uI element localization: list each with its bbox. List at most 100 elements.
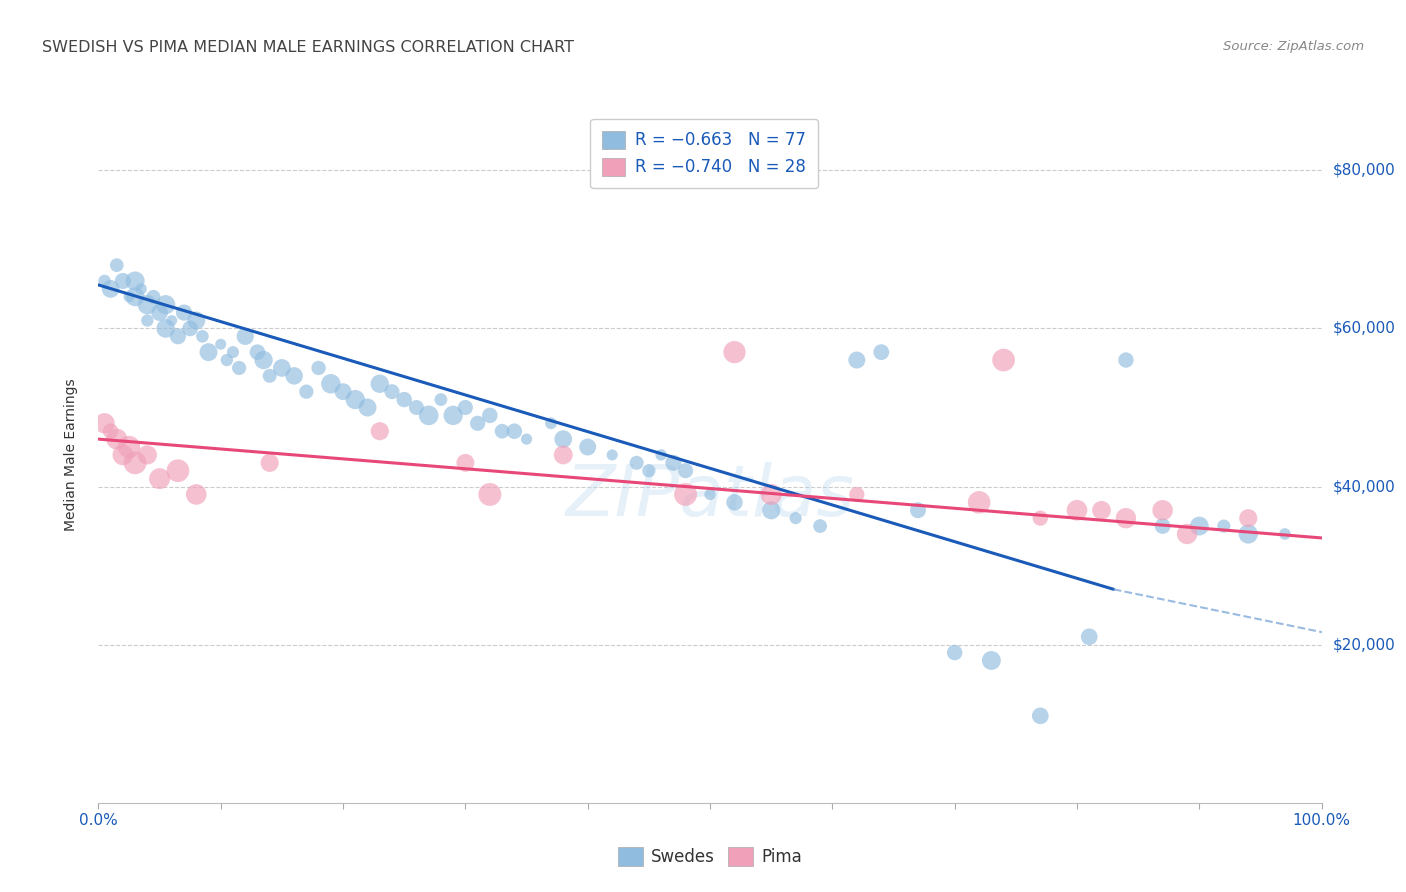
Point <box>980 653 1002 667</box>
Point <box>993 353 1015 368</box>
Point <box>136 448 159 462</box>
Text: $40,000: $40,000 <box>1333 479 1396 494</box>
Text: $60,000: $60,000 <box>1333 321 1396 336</box>
Point <box>100 282 122 296</box>
Point <box>252 353 274 368</box>
Point <box>136 298 159 312</box>
Point <box>356 401 378 415</box>
Point <box>179 321 201 335</box>
Point <box>637 464 661 478</box>
Point <box>785 511 807 525</box>
Point <box>295 384 318 399</box>
Point <box>100 424 122 438</box>
Point <box>761 487 783 501</box>
Point <box>129 282 152 296</box>
Point <box>675 464 697 478</box>
Point <box>467 417 489 431</box>
Point <box>491 424 513 438</box>
Point <box>1090 503 1112 517</box>
Point <box>392 392 416 407</box>
Point <box>308 361 330 376</box>
Point <box>478 409 501 423</box>
Point <box>344 392 367 407</box>
Point <box>808 519 831 533</box>
Point <box>761 503 783 517</box>
Point <box>845 353 868 368</box>
Point <box>228 361 250 376</box>
Point <box>600 448 623 462</box>
Point <box>368 376 391 391</box>
Point <box>699 487 721 501</box>
Point <box>1029 708 1052 723</box>
Point <box>454 456 477 470</box>
Point <box>662 456 685 470</box>
Point <box>907 503 929 517</box>
Point <box>197 345 219 359</box>
Point <box>149 472 172 486</box>
Point <box>675 487 697 501</box>
Point <box>155 298 177 312</box>
Point <box>1175 527 1198 541</box>
Point <box>1029 511 1052 525</box>
Point <box>149 305 172 319</box>
Text: Source: ZipAtlas.com: Source: ZipAtlas.com <box>1223 40 1364 54</box>
Point <box>381 384 404 399</box>
Point <box>215 353 238 368</box>
Point <box>118 440 141 454</box>
Point <box>430 392 453 407</box>
Point <box>967 495 990 509</box>
Point <box>283 368 305 383</box>
Point <box>1237 511 1260 525</box>
Point <box>454 401 477 415</box>
Point <box>124 290 146 304</box>
Point <box>515 432 537 446</box>
Point <box>943 646 966 660</box>
Point <box>1237 527 1260 541</box>
Point <box>124 456 146 470</box>
Point <box>246 345 269 359</box>
Point <box>167 464 190 478</box>
Point <box>93 417 115 431</box>
Point <box>553 432 575 446</box>
Point <box>124 274 146 288</box>
Point <box>576 440 599 454</box>
Point <box>405 401 427 415</box>
Point <box>1212 519 1234 533</box>
Point <box>553 448 575 462</box>
Point <box>845 487 868 501</box>
Point <box>1188 519 1211 533</box>
Point <box>173 305 195 319</box>
Point <box>105 258 128 272</box>
Point <box>503 424 526 438</box>
Point <box>650 448 672 462</box>
Text: $20,000: $20,000 <box>1333 637 1396 652</box>
Point <box>723 345 745 359</box>
Point <box>209 337 232 351</box>
Point <box>111 448 134 462</box>
Point <box>142 290 165 304</box>
Point <box>136 313 159 327</box>
Point <box>191 329 214 343</box>
Point <box>368 424 391 438</box>
Point <box>1066 503 1088 517</box>
Point <box>118 290 141 304</box>
Point <box>93 274 115 288</box>
Point <box>270 361 294 376</box>
Point <box>1115 511 1137 525</box>
Point <box>332 384 354 399</box>
Point <box>160 313 183 327</box>
Text: ZIPatlas: ZIPatlas <box>565 462 855 531</box>
Point <box>540 417 562 431</box>
Point <box>478 487 501 501</box>
Text: SWEDISH VS PIMA MEDIAN MALE EARNINGS CORRELATION CHART: SWEDISH VS PIMA MEDIAN MALE EARNINGS COR… <box>42 40 574 55</box>
Point <box>870 345 893 359</box>
Legend: Swedes, Pima: Swedes, Pima <box>609 839 811 874</box>
Point <box>233 329 256 343</box>
Y-axis label: Median Male Earnings: Median Male Earnings <box>63 378 77 532</box>
Point <box>105 432 128 446</box>
Point <box>319 376 342 391</box>
Point <box>222 345 245 359</box>
Point <box>1078 630 1101 644</box>
Point <box>626 456 648 470</box>
Point <box>167 329 190 343</box>
